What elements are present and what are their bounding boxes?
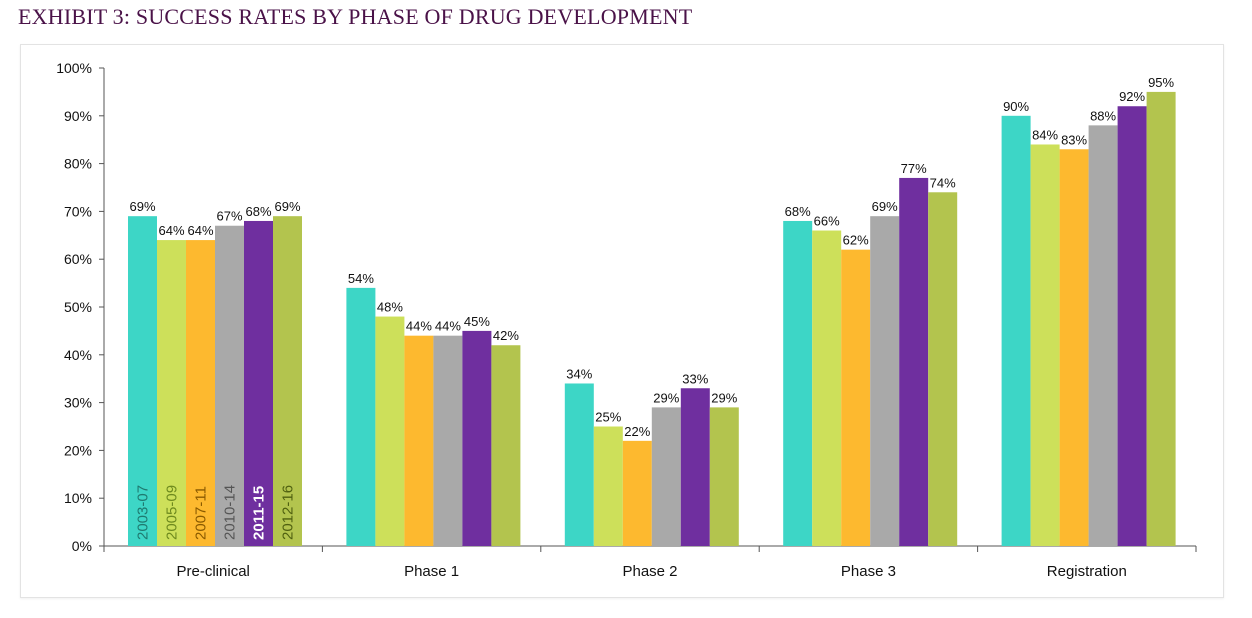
data-label: 74% xyxy=(930,175,956,190)
bar xyxy=(1030,144,1060,547)
category-label: Pre-clinical xyxy=(177,563,250,580)
legend-series-label: 2007-11 xyxy=(193,486,210,540)
bar xyxy=(812,230,842,546)
legend-series-label: 2010-14 xyxy=(222,485,239,540)
category-label: Phase 1 xyxy=(404,563,459,580)
bar xyxy=(928,192,958,546)
chart-title: EXHIBIT 3: SUCCESS RATES BY PHASE OF DRU… xyxy=(18,4,693,29)
bar xyxy=(709,407,739,546)
y-tick-label: 50% xyxy=(64,299,92,315)
category-label: Phase 3 xyxy=(841,563,896,580)
legend-series-label: 2003-07 xyxy=(135,485,152,540)
data-label: 88% xyxy=(1090,108,1116,123)
category-label: Phase 2 xyxy=(622,563,677,580)
data-label: 68% xyxy=(245,204,271,219)
bar xyxy=(404,335,434,546)
data-label: 33% xyxy=(682,371,708,386)
y-tick-label: 40% xyxy=(64,347,92,363)
bar xyxy=(1088,125,1118,547)
bar xyxy=(870,216,900,546)
y-tick-label: 80% xyxy=(64,156,92,172)
legend-series-label: 2012-16 xyxy=(280,485,297,540)
legend-series-label: 2005-09 xyxy=(164,485,181,540)
data-label: 69% xyxy=(129,199,155,214)
data-label: 68% xyxy=(785,204,811,219)
data-label: 54% xyxy=(348,271,374,286)
bar xyxy=(899,177,929,546)
bar xyxy=(564,383,594,546)
data-label: 84% xyxy=(1032,127,1058,142)
bar xyxy=(1059,149,1089,546)
data-label: 44% xyxy=(406,319,432,334)
data-label: 42% xyxy=(493,328,519,343)
bar xyxy=(491,345,521,546)
y-tick-label: 20% xyxy=(64,442,92,458)
bar xyxy=(462,330,492,546)
data-label: 64% xyxy=(187,223,213,238)
bar xyxy=(593,426,623,546)
data-label: 22% xyxy=(624,424,650,439)
bar xyxy=(346,287,376,546)
bar xyxy=(841,249,871,546)
data-label: 95% xyxy=(1148,75,1174,90)
data-label: 77% xyxy=(901,161,927,176)
data-label: 45% xyxy=(464,314,490,329)
data-label: 25% xyxy=(595,410,621,425)
data-label: 67% xyxy=(216,209,242,224)
category-label: Registration xyxy=(1047,563,1127,580)
data-label: 48% xyxy=(377,300,403,315)
data-label: 29% xyxy=(711,390,737,405)
bar xyxy=(680,388,710,546)
bar xyxy=(186,240,215,546)
bar xyxy=(1146,91,1176,547)
data-label: 44% xyxy=(435,319,461,334)
data-label: 92% xyxy=(1119,89,1145,104)
data-label: 62% xyxy=(843,233,869,248)
y-tick-label: 70% xyxy=(64,203,92,219)
data-label: 34% xyxy=(566,366,592,381)
bar xyxy=(1117,106,1147,547)
bar xyxy=(433,335,463,546)
bar xyxy=(651,407,681,546)
data-label: 90% xyxy=(1003,99,1029,114)
data-label: 69% xyxy=(872,199,898,214)
bar xyxy=(157,240,186,546)
data-label: 83% xyxy=(1061,132,1087,147)
data-label: 64% xyxy=(158,223,184,238)
bar xyxy=(273,216,302,546)
bar xyxy=(128,216,157,546)
bar xyxy=(244,220,273,546)
bar xyxy=(622,440,652,546)
y-tick-label: 60% xyxy=(64,251,92,267)
legend-series-label: 2011-15 xyxy=(251,486,268,540)
data-label: 29% xyxy=(653,390,679,405)
data-label: 69% xyxy=(274,199,300,214)
y-tick-label: 0% xyxy=(72,538,92,554)
data-label: 66% xyxy=(814,214,840,229)
bar xyxy=(783,220,813,546)
y-tick-label: 30% xyxy=(64,395,92,411)
bar xyxy=(215,225,244,547)
y-tick-label: 10% xyxy=(64,490,92,506)
bar xyxy=(375,316,405,546)
bar xyxy=(1001,115,1031,547)
y-tick-label: 90% xyxy=(64,108,92,124)
y-tick-label: 100% xyxy=(56,60,92,76)
